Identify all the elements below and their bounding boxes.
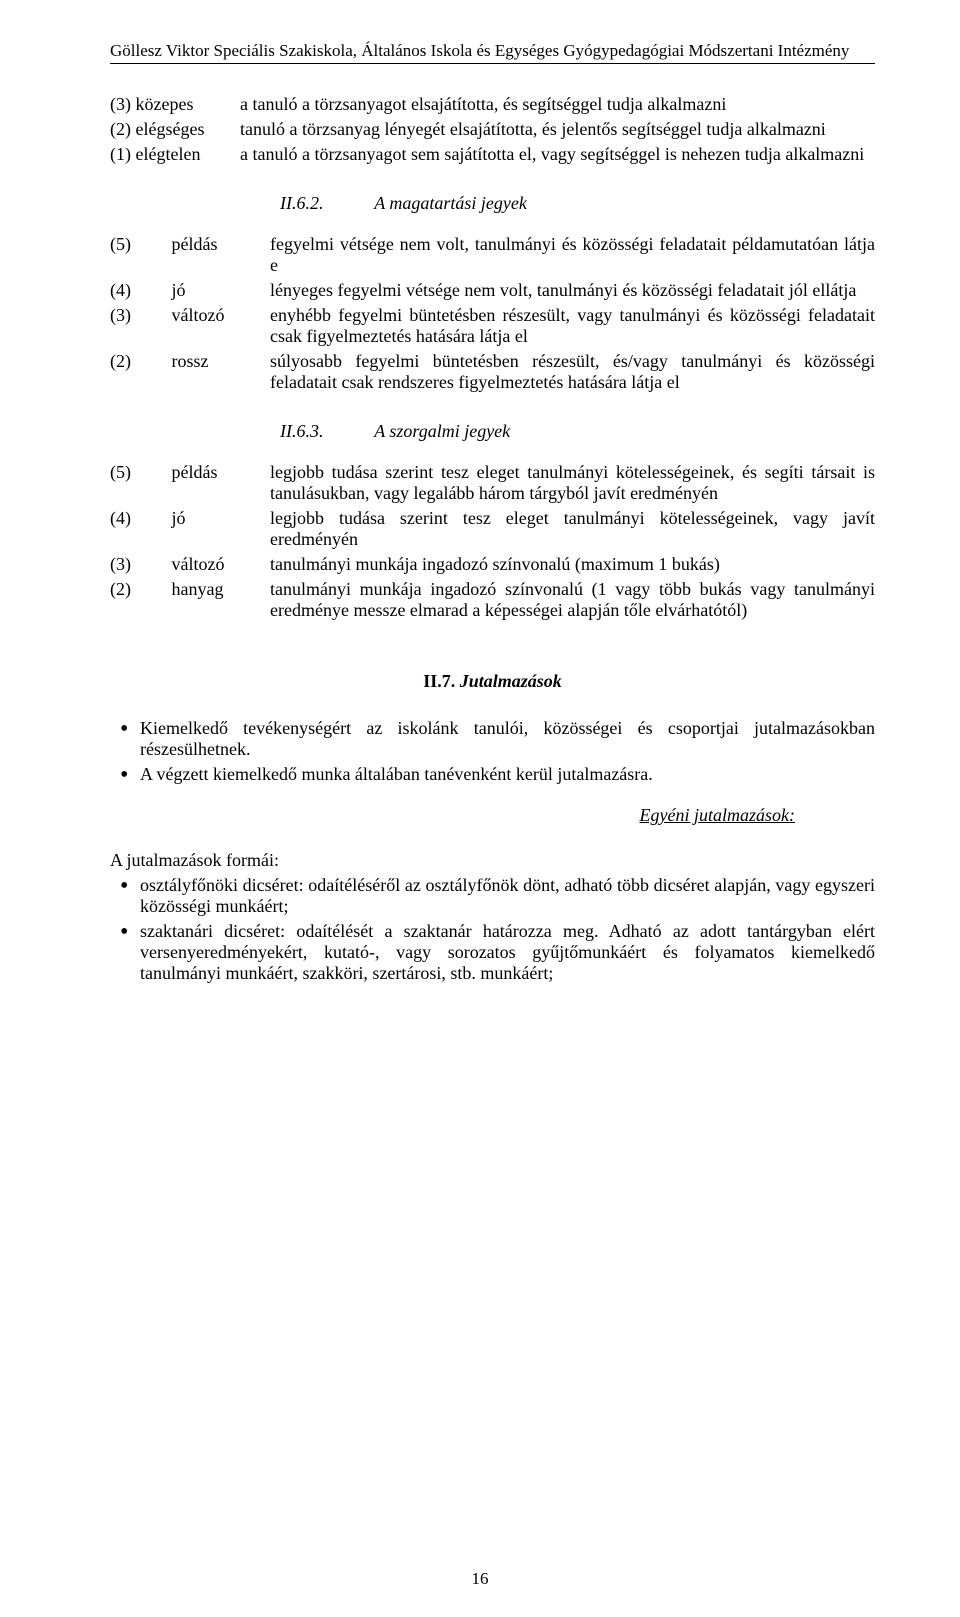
list-item: Kiemelkedő tevékenységért az iskolánk ta… — [110, 718, 875, 760]
grade-desc: enyhébb fegyelmi büntetésben részesült, … — [270, 303, 875, 349]
intro-left: (2) elégséges — [110, 117, 240, 142]
grade-desc: fegyelmi vétsége nem volt, tanulmányi és… — [270, 232, 875, 278]
section-63-wrap: II.6.3. A szorgalmi jegyek — [110, 421, 875, 442]
grade-num: (5) — [110, 234, 131, 254]
diligence-table: (5) példás legjobb tudása szerint tesz e… — [110, 460, 875, 623]
grade-cell: (5) példás — [110, 232, 270, 278]
behavior-table: (5) példás fegyelmi vétsége nem volt, ta… — [110, 232, 875, 395]
intro-left: (3) közepes — [110, 92, 240, 117]
intro-row: (2) elégséges tanuló a törzsanyag lényeg… — [110, 117, 875, 142]
section-7-num: II.7. — [423, 671, 455, 691]
table-row: (2) hanyag tanulmányi munkája ingadozó s… — [110, 577, 875, 623]
section-63-title: II.6.3. A szorgalmi jegyek — [280, 421, 875, 442]
grade-desc: legjobb tudása szerint tesz eleget tanul… — [270, 460, 875, 506]
table-row: (2) rossz súlyosabb fegyelmi büntetésben… — [110, 349, 875, 395]
grade-cell: (2) hanyag — [110, 577, 270, 623]
page-header-underline: Göllesz Viktor Speciális Szakiskola, Ált… — [110, 40, 875, 64]
grade-num: (4) — [110, 508, 131, 528]
grade-label: rossz — [172, 351, 209, 371]
intro-row: (1) elégtelen a tanuló a törzsanyagot se… — [110, 142, 875, 167]
section-63-text: A szorgalmi jegyek — [374, 421, 510, 441]
grade-desc: tanulmányi munkája ingadozó színvonalú (… — [270, 552, 875, 577]
grade-label: jó — [172, 280, 186, 300]
grade-cell: (5) példás — [110, 460, 270, 506]
intro-right: a tanuló a törzsanyagot sem sajátította … — [240, 142, 875, 167]
table-row: (3) változó enyhébb fegyelmi büntetésben… — [110, 303, 875, 349]
grade-label: példás — [172, 234, 218, 254]
grade-num: (4) — [110, 280, 131, 300]
forms-bullets: osztályfőnöki dicséret: odaítéléséről az… — [110, 875, 875, 984]
section-7-text: Jutalmazások — [460, 671, 562, 691]
grade-label: változó — [172, 554, 225, 574]
grade-cell: (3) változó — [110, 552, 270, 577]
table-row: (3) változó tanulmányi munkája ingadozó … — [110, 552, 875, 577]
page: Göllesz Viktor Speciális Szakiskola, Ált… — [0, 0, 960, 1617]
intro-left: (1) elégtelen — [110, 142, 240, 167]
page-number: 16 — [0, 1569, 960, 1589]
list-item: A végzett kiemelkedő munka általában tan… — [110, 764, 875, 785]
section-63-num: II.6.3. — [280, 421, 370, 442]
table-row: (5) példás legjobb tudása szerint tesz e… — [110, 460, 875, 506]
intro-table: (3) közepes a tanuló a törzsanyagot elsa… — [110, 92, 875, 167]
individual-rewards-heading: Egyéni jutalmazások: — [110, 805, 795, 826]
table-row: (5) példás fegyelmi vétsége nem volt, ta… — [110, 232, 875, 278]
grade-desc: legjobb tudása szerint tesz eleget tanul… — [270, 506, 875, 552]
section-62-text: A magatartási jegyek — [374, 193, 527, 213]
grade-label: jó — [172, 508, 186, 528]
table-row: (4) jó legjobb tudása szerint tesz elege… — [110, 506, 875, 552]
intro-row: (3) közepes a tanuló a törzsanyagot elsa… — [110, 92, 875, 117]
grade-label: változó — [172, 305, 225, 325]
grade-cell: (4) jó — [110, 506, 270, 552]
grade-num: (2) — [110, 351, 131, 371]
rewards-bullets: Kiemelkedő tevékenységért az iskolánk ta… — [110, 718, 875, 785]
grade-desc: tanulmányi munkája ingadozó színvonalú (… — [270, 577, 875, 623]
intro-right: a tanuló a törzsanyagot elsajátította, é… — [240, 92, 875, 117]
section-7-title: II.7. Jutalmazások — [110, 671, 875, 692]
grade-label: példás — [172, 462, 218, 482]
grade-label: hanyag — [172, 579, 224, 599]
grade-num: (3) — [110, 554, 131, 574]
grade-desc: súlyosabb fegyelmi büntetésben részesült… — [270, 349, 875, 395]
list-item: szaktanári dicséret: odaítélését a szakt… — [110, 921, 875, 984]
grade-cell: (4) jó — [110, 278, 270, 303]
intro-right: tanuló a törzsanyag lényegét elsajátítot… — [240, 117, 875, 142]
grade-desc: lényeges fegyelmi vétsége nem volt, tanu… — [270, 278, 875, 303]
grade-num: (5) — [110, 462, 131, 482]
grade-num: (2) — [110, 579, 131, 599]
forms-intro: A jutalmazások formái: — [110, 850, 875, 871]
grade-num: (3) — [110, 305, 131, 325]
table-row: (4) jó lényeges fegyelmi vétsége nem vol… — [110, 278, 875, 303]
grade-cell: (3) változó — [110, 303, 270, 349]
page-header-text: Göllesz Viktor Speciális Szakiskola, Ált… — [110, 41, 849, 60]
grade-cell: (2) rossz — [110, 349, 270, 395]
section-62-title: II.6.2. A magatartási jegyek — [280, 193, 875, 214]
section-62-num: II.6.2. — [280, 193, 370, 214]
section-62-wrap: II.6.2. A magatartási jegyek — [110, 193, 875, 214]
list-item: osztályfőnöki dicséret: odaítéléséről az… — [110, 875, 875, 917]
